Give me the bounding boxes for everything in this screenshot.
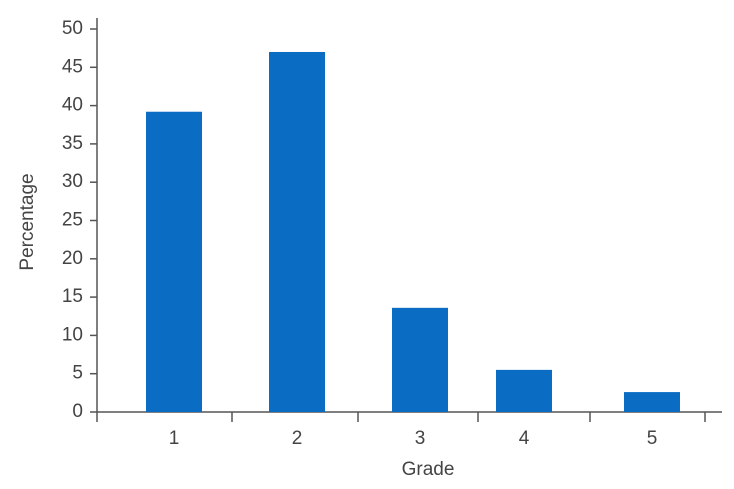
bar [392, 307, 448, 412]
y-tick-label: 35 [62, 133, 83, 154]
bar [146, 111, 202, 412]
y-tick-label: 20 [62, 248, 83, 269]
bar [496, 369, 552, 412]
x-tick-label: 5 [647, 428, 658, 449]
y-tick-label: 40 [62, 95, 83, 116]
y-tick-label: 5 [72, 363, 83, 384]
x-tick-label: 2 [292, 428, 303, 449]
x-axis-label: Grade [402, 459, 455, 480]
y-tick-label: 10 [62, 324, 83, 345]
x-tick-label: 3 [415, 428, 426, 449]
y-tick-label: 15 [62, 286, 83, 307]
x-tick-label: 1 [169, 428, 180, 449]
y-axis-label: Percentage [17, 173, 38, 270]
y-tick-label: 0 [72, 401, 83, 422]
y-tick-label: 45 [62, 56, 83, 77]
bar [624, 392, 680, 412]
y-tick-label: 50 [62, 18, 83, 39]
y-tick-label: 25 [62, 210, 83, 231]
bar [269, 51, 325, 412]
x-tick-label: 4 [519, 428, 530, 449]
y-tick-label: 30 [62, 171, 83, 192]
x-separators [96, 412, 706, 422]
